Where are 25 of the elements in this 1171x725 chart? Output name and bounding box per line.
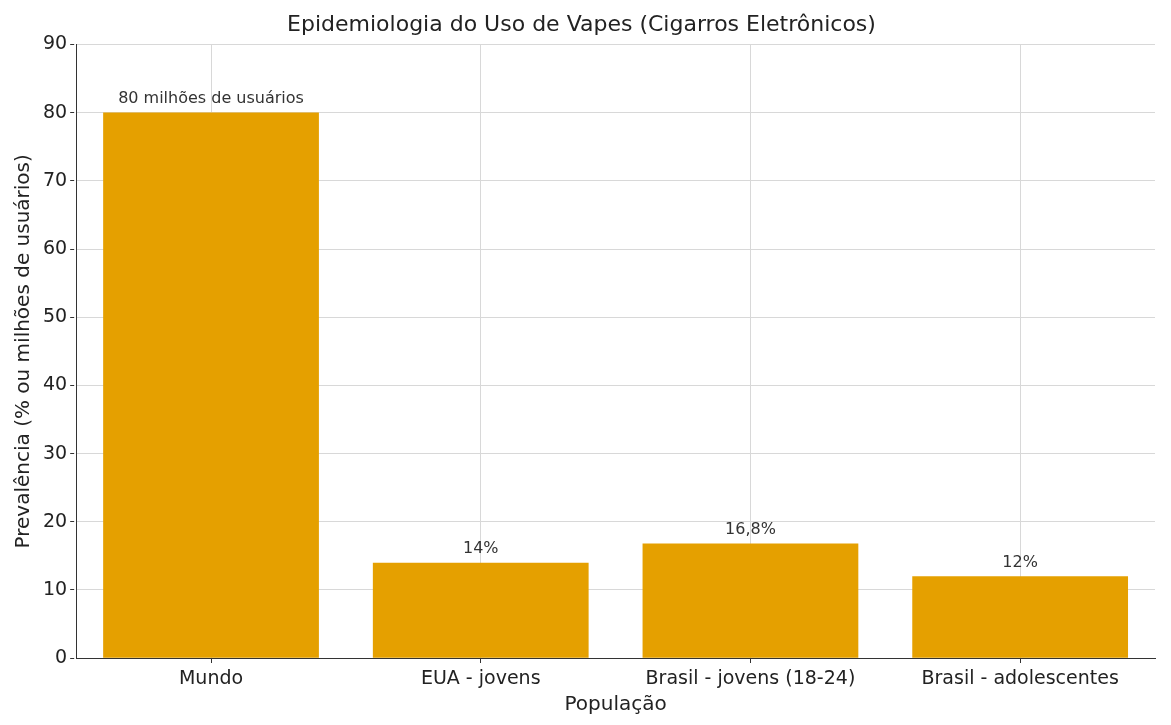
bar [103, 112, 319, 658]
bar [912, 576, 1129, 658]
y-tick-label: 20 [42, 508, 68, 531]
y-tick-label: 10 [42, 576, 68, 599]
y-tick-label: 40 [42, 372, 68, 395]
data-label: 80 milhões de usuários [118, 87, 304, 107]
y-tick-label: 30 [42, 440, 68, 463]
x-tick-label: EUA - jovens [420, 665, 541, 688]
data-label: 12% [1002, 551, 1038, 571]
data-label: 14% [462, 537, 499, 557]
x-tick-label: Brasil - adolescentes [921, 665, 1119, 688]
y-tick-label: 50 [42, 304, 68, 327]
y-axis-title: Prevalência (% ou milhões de usuários) [10, 154, 35, 549]
bar [642, 543, 859, 658]
bar [372, 562, 589, 658]
y-tick-label: 60 [42, 235, 68, 258]
y-tick-label: 70 [42, 167, 68, 190]
x-tick-label: Mundo [178, 665, 244, 688]
x-axis-title: População [564, 691, 667, 716]
x-tick-label: Brasil - jovens (18-24) [645, 665, 856, 688]
y-tick-label: 80 [42, 99, 68, 122]
y-tick-label: 90 [42, 31, 68, 54]
y-tick-label: 0 [55, 645, 68, 668]
data-label: 16,8% [725, 518, 776, 538]
chart-title: Epidemiologia do Uso de Vapes (Cigarros Eletrônicos) [287, 10, 876, 36]
